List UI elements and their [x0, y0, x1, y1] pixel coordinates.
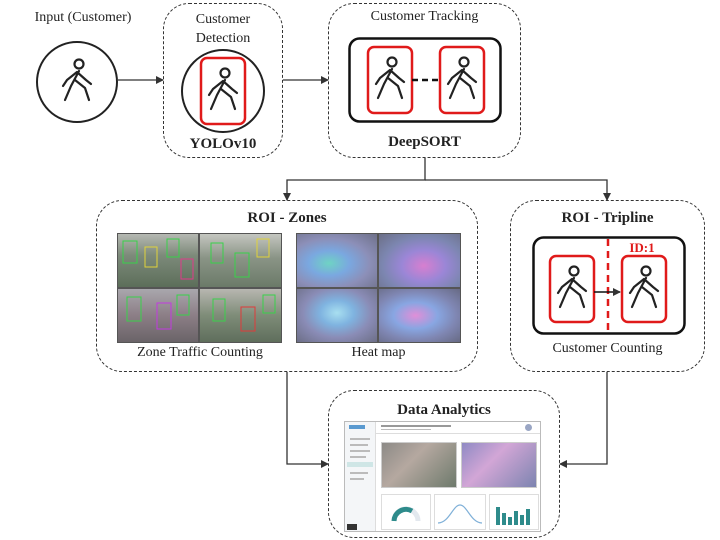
tripline-caption: Customer Counting	[552, 341, 663, 356]
walking-person-icon	[374, 56, 406, 100]
tracking-box	[328, 3, 521, 158]
walking-person-icon	[628, 265, 660, 309]
tripline-title: ROI - Tripline	[561, 210, 654, 226]
analytics-dashboard-screenshot	[344, 421, 541, 532]
dashboard-camera-grid-2	[461, 442, 537, 488]
dashboard-line-card	[434, 494, 486, 530]
camera-view	[378, 233, 461, 288]
arrow-tracking-to-zones	[283, 158, 426, 201]
camera-view	[199, 233, 282, 288]
arrow-tracking-to-tripline	[425, 179, 611, 201]
gauge-chart	[391, 506, 421, 522]
bar-chart	[496, 507, 530, 525]
dashboard-bar-card	[489, 494, 539, 530]
analytics-box	[328, 390, 560, 538]
zones-box	[96, 200, 478, 372]
detection-bbox	[199, 56, 247, 126]
dashboard-gauge-card	[381, 494, 431, 530]
tracking-model: DeepSORT	[388, 134, 461, 150]
input-customer-node	[36, 41, 118, 123]
tripline-id-label: ID:1	[629, 240, 655, 255]
tracking-title: Customer Tracking	[370, 9, 479, 24]
arrow-tripline-to-analytics	[559, 372, 608, 468]
line-chart	[437, 504, 483, 524]
walking-person-icon	[556, 265, 588, 309]
analytics-title: Data Analytics	[397, 402, 491, 418]
tripline-node	[532, 236, 686, 335]
walking-person-icon	[207, 67, 239, 111]
tripline-box	[510, 200, 705, 372]
tracking-node	[348, 37, 502, 123]
arrow-zones-to-analytics	[286, 372, 329, 468]
track-bbox-2	[438, 45, 486, 115]
detection-model: YOLOv10	[189, 136, 257, 152]
tripline-bbox-1	[548, 254, 596, 324]
camera-view	[378, 288, 461, 343]
walking-person-icon	[446, 56, 478, 100]
zones-title: ROI - Zones	[247, 210, 327, 226]
heat-map-caption: Heat map	[351, 345, 406, 360]
input-label: Input (Customer)	[34, 10, 132, 25]
dashboard-camera-grid-1	[381, 442, 457, 488]
zone-traffic-image	[117, 233, 282, 343]
zone-overlays	[122, 238, 276, 332]
camera-view	[296, 233, 378, 288]
detection-node	[181, 49, 265, 133]
detection-box	[163, 3, 283, 158]
detection-title: Customer Detection	[195, 12, 251, 46]
walking-person-icon	[61, 58, 93, 102]
camera-view	[296, 288, 378, 343]
heat-map-image	[296, 233, 461, 343]
dashboard-header	[375, 422, 540, 434]
zone-traffic-caption: Zone Traffic Counting	[137, 345, 263, 360]
tripline-bbox-2	[620, 254, 668, 324]
dashboard-sidebar	[345, 422, 376, 531]
